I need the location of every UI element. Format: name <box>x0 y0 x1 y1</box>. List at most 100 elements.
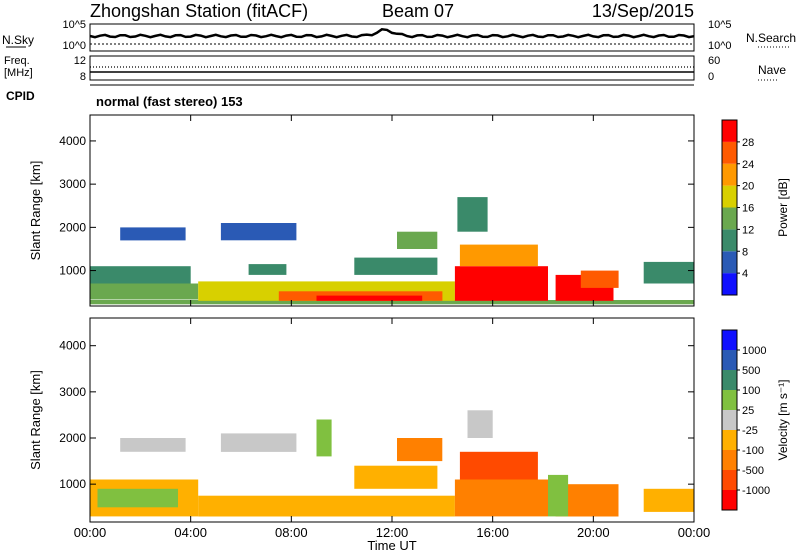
nave-tick-bottom: 0 <box>708 71 714 83</box>
x-tick-label-0: 00:00 <box>74 525 107 540</box>
power-colorbar-label-6: 28 <box>742 137 754 149</box>
velocity-colorbar-label-1: 500 <box>742 365 760 377</box>
power-scatter-patch-5 <box>316 295 423 301</box>
power-ytick-label-3: 4000 <box>59 134 86 148</box>
velocity-colorbar-label-0: 1000 <box>742 345 766 357</box>
power-scatter-patch-1 <box>90 283 199 300</box>
x-tick-label-5: 20:00 <box>577 525 610 540</box>
velocity-scatter-patch-6 <box>354 465 438 489</box>
velocity-colorbar-frame <box>721 329 738 511</box>
frequency-panel: Freq. [MHz] 12 8 60 0 Nave <box>4 55 786 83</box>
velocity-scatter-patch-4 <box>220 433 297 452</box>
power-scatter-patch-16 <box>643 261 694 284</box>
velocity-colorbar-label-5: -100 <box>742 445 764 457</box>
velocity-ytick-label-2: 3000 <box>59 385 86 399</box>
power-colorbar-label-3: 16 <box>742 203 754 215</box>
freq-unit-label: [MHz] <box>4 67 33 79</box>
power-y-axis-title: Slant Range [km] <box>28 161 43 261</box>
power-colorbar-segment-0 <box>722 273 737 295</box>
noise-panel: N.Sky 10^5 10^0 10^5 10^0 N.Search <box>2 19 796 52</box>
velocity-y-axis-title: Slant Range [km] <box>28 370 43 470</box>
nsky-tick-top: 10^5 <box>62 19 86 31</box>
velocity-scatter-patch-5 <box>316 419 332 457</box>
power-scatter-patch-12 <box>459 244 538 267</box>
velocity-colorbar-label-6: -500 <box>742 465 764 477</box>
power-colorbar-segment-7 <box>722 120 737 142</box>
power-colorbar-label-5: 24 <box>742 159 754 171</box>
velocity-ytick-label-0: 1000 <box>59 477 86 491</box>
power-scatter-patch-8 <box>248 264 287 275</box>
power-panel: 1000 2000 3000 4000 Slant Range [km] 4 8 12 16 20… <box>28 114 790 307</box>
velocity-scatter-patch-7 <box>397 438 443 462</box>
beam-label: Beam 07 <box>382 1 454 21</box>
velocity-colorbar-segment-6 <box>722 370 737 390</box>
power-colorbar-title: Power [dB] <box>776 178 790 237</box>
date-label: 13/Sep/2015 <box>592 1 694 21</box>
power-colorbar-label-4: 20 <box>742 181 754 193</box>
velocity-scatter-patch-2 <box>198 495 455 517</box>
x-tick-label-4: 16:00 <box>476 525 509 540</box>
velocity-scatter-patch-9 <box>459 451 538 480</box>
frequency-frame <box>89 55 695 81</box>
velocity-colorbar-segment-7 <box>722 350 737 370</box>
nsky-label: N.Sky <box>2 33 34 47</box>
velocity-scatter-patch-10 <box>467 410 493 438</box>
power-scatter-patch-15 <box>580 270 619 288</box>
power-colorbar-segment-2 <box>722 229 737 252</box>
velocity-scatter-patch-13 <box>643 488 694 512</box>
power-colorbar-label-2: 12 <box>742 224 754 236</box>
nsky-tick-bottom: 10^0 <box>62 40 86 52</box>
power-colorbar-segment-5 <box>722 163 737 186</box>
x-tick-label-3: 12:00 <box>376 525 409 540</box>
velocity-colorbar-segment-5 <box>722 390 737 410</box>
power-scatter-patch-2 <box>90 266 191 284</box>
velocity-panel: 1000 2000 3000 4000 Slant Range [km] 1000 500 1… <box>28 317 790 523</box>
power-colorbar-segment-4 <box>722 185 737 208</box>
velocity-colorbar-label-3: 25 <box>742 405 754 417</box>
cpid-label: CPID <box>6 89 35 103</box>
power-scatter-patch-9 <box>354 257 438 275</box>
freq-label: Freq. <box>4 55 30 67</box>
velocity-colorbar-segment-4 <box>722 410 737 430</box>
noise-frame <box>89 23 695 52</box>
power-ytick-label-2: 3000 <box>59 177 86 191</box>
power-ytick-label-0: 1000 <box>59 264 86 278</box>
velocity-colorbar-title: Velocity [m s⁻¹] <box>776 379 790 460</box>
x-tick-label-6: 00:00 <box>678 525 711 540</box>
station-title: Zhongshan Station (fitACF) <box>90 1 308 21</box>
velocity-colorbar-label-4: -25 <box>742 425 758 437</box>
power-scatter-patch-6 <box>120 227 186 241</box>
velocity-ytick-label-1: 2000 <box>59 431 86 445</box>
velocity-scatter-patch-3 <box>120 438 186 452</box>
freq-tick-top: 12 <box>74 55 86 67</box>
velocity-colorbar-segment-3 <box>722 430 737 450</box>
x-tick-label-1: 04:00 <box>174 525 207 540</box>
x-axis-title: Time UT <box>367 538 416 553</box>
velocity-scatter-patch-12 <box>548 474 569 517</box>
velocity-colorbar-label-7: -1000 <box>742 485 770 497</box>
velocity-colorbar-segment-8 <box>722 330 737 350</box>
power-scatter-patch-7 <box>220 223 297 241</box>
nave-label: Nave <box>758 63 786 77</box>
velocity-colorbar-segment-2 <box>722 450 737 470</box>
cpid-text: normal (fast stereo) 153 <box>96 94 243 109</box>
x-axis-labels: 00:00 04:00 08:00 12:00 16:00 20:00 00:00 <box>74 525 711 540</box>
power-colorbar-label-0: 4 <box>742 268 748 280</box>
power-colorbar-segment-1 <box>722 251 737 274</box>
power-scatter-patch-13 <box>457 197 488 232</box>
nsearch-tick-top: 10^5 <box>708 19 732 31</box>
freq-tick-bottom: 8 <box>80 71 86 83</box>
power-scatter-patch-10 <box>397 231 438 249</box>
velocity-colorbar-label-2: 100 <box>742 385 760 397</box>
cpid-panel: CPID normal (fast stereo) 153 <box>6 84 694 109</box>
velocity-scatter-patch-1 <box>97 488 178 508</box>
nsearch-label: N.Search <box>746 31 796 45</box>
x-tick-label-2: 08:00 <box>275 525 308 540</box>
noise-sky-line <box>89 28 695 39</box>
velocity-colorbar-segment-0 <box>722 490 737 510</box>
power-scatter-patch-11 <box>454 266 548 301</box>
velocity-colorbar-segment-1 <box>722 470 737 490</box>
nave-tick-top: 60 <box>708 55 720 67</box>
velocity-scatter-patch-8 <box>454 479 548 517</box>
